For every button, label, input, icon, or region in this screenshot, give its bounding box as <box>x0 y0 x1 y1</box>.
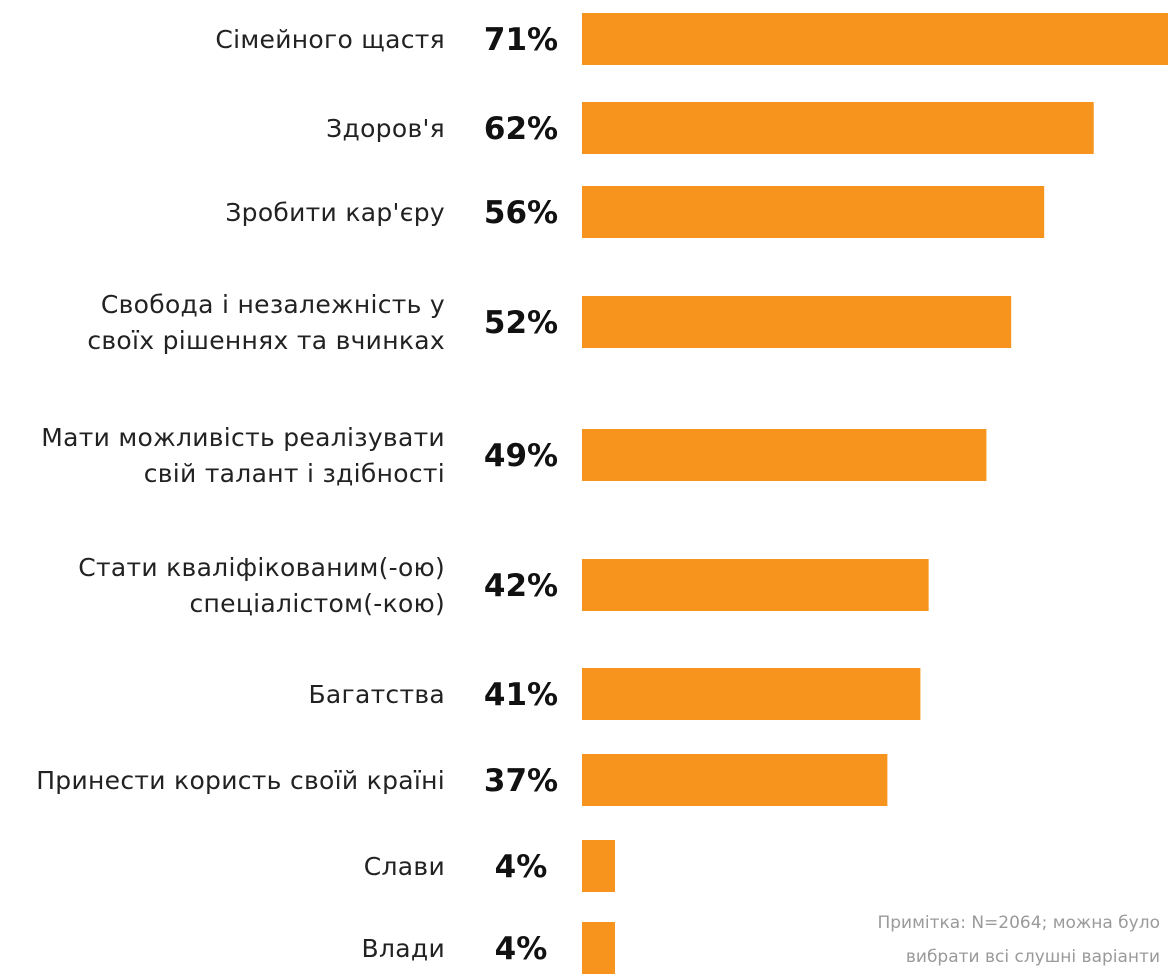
chart-rows: 71% Сімейного щастя 62% Здоров'я 56% Зробити … <box>36 13 1168 974</box>
category-label-4-line-0: Мати можливість реалізувати <box>41 423 445 452</box>
bar-5 <box>582 559 929 611</box>
bar-0 <box>582 13 1168 65</box>
category-label-5-line-0: Стати кваліфікованим(-ою) <box>78 553 445 582</box>
bar-3 <box>582 296 1012 348</box>
value-label-8: 4% <box>495 849 548 885</box>
category-label-3-line-0: Свобода і незалежність у <box>101 290 445 319</box>
value-label-7: 37% <box>484 763 558 799</box>
bar-2 <box>582 186 1045 238</box>
chart-note: Примітка: N=2064; можна було вибрати всі … <box>877 913 1160 967</box>
category-label-6: Багатства <box>308 680 445 709</box>
value-label-2: 56% <box>484 195 558 231</box>
category-label-0: Сімейного щастя <box>215 25 445 54</box>
category-label-9: Влади <box>362 934 445 963</box>
category-label-3-line-1: своїх рішеннях та вчинках <box>87 326 445 355</box>
category-label-2: Зробити кар'єру <box>225 198 445 227</box>
value-label-5: 42% <box>484 568 558 604</box>
value-label-0: 71% <box>484 22 558 58</box>
bar-6 <box>582 668 921 720</box>
value-label-3: 52% <box>484 305 558 341</box>
bar-1 <box>582 102 1094 154</box>
category-label-4-line-1: свій талант і здібності <box>144 459 445 488</box>
category-label-5-line-1: спеціалістом(-кою) <box>189 589 445 618</box>
bar-7 <box>582 754 888 806</box>
category-label-8: Слави <box>364 852 445 881</box>
value-label-9: 4% <box>495 931 548 967</box>
bar-9 <box>582 922 616 974</box>
bar-4 <box>582 429 987 481</box>
note-line-0: Примітка: N=2064; можна було <box>877 913 1160 933</box>
value-label-6: 41% <box>484 677 558 713</box>
bar-8 <box>582 840 616 892</box>
note-line-1: вибрати всі слушні варіанти <box>906 947 1160 967</box>
value-label-1: 62% <box>484 111 558 147</box>
category-label-7: Принести користь своїй країні <box>36 766 445 795</box>
category-label-1: Здоров'я <box>326 114 445 143</box>
value-label-4: 49% <box>484 438 558 474</box>
